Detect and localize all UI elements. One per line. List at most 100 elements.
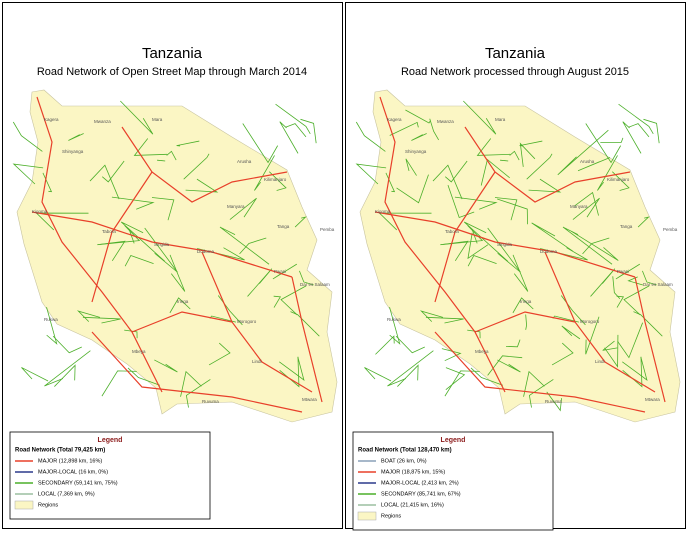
secondary-road [389,121,419,136]
secondary-road [590,268,616,297]
major-road [31,211,293,278]
secondary-road [279,356,305,381]
secondary-road [585,123,622,164]
region-label: Mbeya [132,349,146,354]
region-label: Ruvuma [202,399,219,404]
secondary-road [444,160,468,183]
secondary-road [375,335,395,355]
major-road [131,311,233,333]
secondary-road [272,263,298,280]
legend-label: LOCAL (7,369 km, 9%) [38,491,95,497]
secondary-road [120,221,165,262]
secondary-road [467,232,489,260]
secondary-road [523,370,545,397]
secondary-road [169,297,191,314]
major-road [374,211,636,278]
region-label: Kigoma [375,209,391,214]
secondary-road [441,348,462,362]
secondary-road [531,222,574,252]
legend-label: MAJOR-LOCAL (2,413 km, 2%) [381,480,459,486]
secondary-road [528,379,554,408]
secondary-road [279,356,300,388]
legend-title: Legend [441,437,466,444]
secondary-road [519,140,543,147]
secondary-road [169,254,186,292]
secondary-road [551,342,574,366]
secondary-road [275,103,311,135]
secondary-road [300,118,317,144]
region-label: Rukwa [44,317,58,322]
secondary-road [208,342,231,366]
secondary-road [247,268,273,297]
secondary-road [411,133,427,141]
region-label: Singida [497,242,513,247]
major-road [464,126,631,203]
legend-label: Regions [38,502,58,508]
secondary-road [487,355,523,376]
secondary-road [355,163,387,185]
secondary-road [120,100,154,135]
secondary-road [574,191,599,216]
secondary-road [560,295,586,326]
secondary-road [185,379,211,408]
secondary-road [183,153,210,180]
secondary-road [637,216,650,228]
region-label: Pemba [320,227,335,232]
region-label: Manyara [227,204,245,209]
secondary-road [546,391,562,412]
legend-box [352,431,554,531]
legend-label: Regions [381,513,401,519]
secondary-road [157,159,166,162]
region-label: Kagera [44,117,59,122]
secondary-road [12,121,43,152]
secondary-road [612,276,621,300]
secondary-road [124,329,138,339]
secondary-road [111,196,155,210]
secondary-road [628,123,650,138]
secondary-road [623,285,650,316]
secondary-road [166,150,177,161]
region-label: Mbeya [475,349,489,354]
secondary-road [463,221,508,262]
secondary-road [219,226,270,265]
secondary-road [76,310,101,322]
region-label: Lindi [595,359,605,364]
secondary-road [101,160,125,183]
secondary-road [512,254,529,292]
secondary-road [254,155,275,191]
secondary-road [285,123,307,138]
secondary-road [642,270,657,286]
secondary-road [528,178,562,193]
secondary-road [622,356,643,388]
secondary-road [526,153,553,180]
secondary-road [571,230,619,261]
legend-box [9,431,211,520]
major-road [291,276,323,403]
map-panel: Tanzania Road Network processed through A… [345,2,686,531]
region-label: Pwani [274,269,286,274]
region-label: Shinyanga [405,149,427,154]
secondary-road [279,121,299,154]
secondary-road [604,334,619,368]
secondary-road [519,142,536,167]
secondary-road [572,197,600,220]
secondary-road [133,138,168,156]
secondary-road [432,164,463,200]
legend-heading: Road Network (Total 128,470 km) [358,448,452,454]
major-road [434,171,496,303]
major-road [634,276,666,403]
secondary-road [54,364,76,387]
region-label: Shinyanga [62,149,84,154]
secondary-road [467,329,481,339]
secondary-road [447,184,475,219]
region-label: Iringa [177,299,189,304]
secondary-road [444,370,480,397]
major-road [201,251,313,393]
secondary-road [46,306,58,345]
region-label: Mara [495,117,506,122]
legend-label: MAJOR-LOCAL (16 km, 0%) [38,469,108,475]
secondary-road [395,335,425,354]
secondary-road [217,295,243,326]
secondary-road [497,359,521,373]
country-shape [359,89,681,423]
